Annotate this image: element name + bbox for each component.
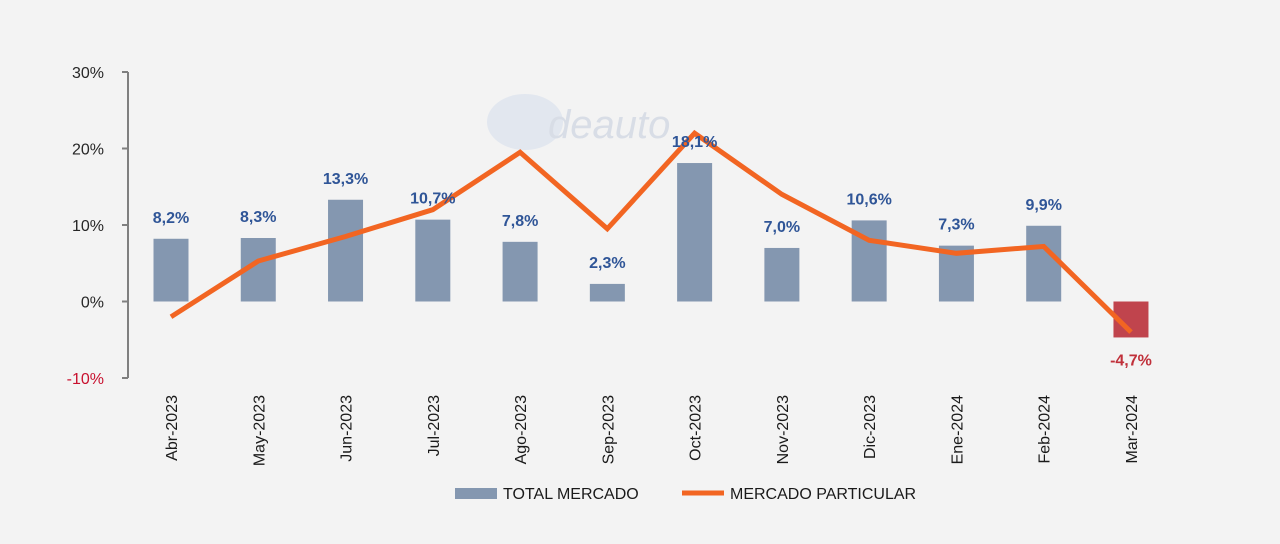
- x-tick-label: May-2023: [251, 395, 268, 466]
- y-tick-label: -10%: [67, 371, 104, 388]
- data-label: 13,3%: [323, 171, 368, 188]
- legend: TOTAL MERCADO MERCADO PARTICULAR: [455, 486, 916, 503]
- y-axis: 30% 20% 10% 0% -10%: [67, 65, 129, 388]
- bar: [1026, 225, 1062, 302]
- data-label: 10,7%: [410, 191, 455, 208]
- bar: [153, 238, 189, 302]
- bar: [589, 283, 625, 302]
- watermark-text: deauto: [548, 103, 670, 147]
- data-label: 10,6%: [846, 191, 891, 208]
- x-tick-label: Oct-2023: [688, 395, 705, 461]
- legend-swatch-total-mercado: [455, 488, 497, 499]
- x-tick-label: Jun-2023: [339, 395, 356, 462]
- data-label: -4,7%: [1110, 352, 1152, 369]
- bar: [415, 219, 451, 302]
- y-tick-label: 30%: [72, 65, 104, 82]
- data-label: 7,0%: [764, 219, 800, 236]
- data-label: 7,8%: [502, 213, 538, 230]
- y-tick-label: 20%: [72, 142, 104, 159]
- x-tick-label: Nov-2023: [775, 395, 792, 464]
- legend-label-mercado-particular: MERCADO PARTICULAR: [730, 486, 916, 503]
- watermark-logo: deauto: [487, 94, 670, 150]
- legend-label-total-mercado: TOTAL MERCADO: [503, 486, 639, 503]
- x-tick-label: Jul-2023: [426, 395, 443, 456]
- data-label: 9,9%: [1025, 197, 1061, 214]
- y-tick-label: 0%: [81, 295, 104, 312]
- x-tick-label: Dic-2023: [862, 395, 879, 459]
- bar: [764, 247, 800, 302]
- data-label: 18,1%: [672, 134, 717, 151]
- data-label: 8,2%: [153, 210, 189, 227]
- series-line: [169, 129, 1133, 334]
- data-label: 8,3%: [240, 209, 276, 226]
- watermark-globe: [487, 94, 563, 150]
- y-tick-label: 10%: [72, 218, 104, 235]
- data-label: 2,3%: [589, 255, 625, 272]
- x-tick-label: Ene-2024: [949, 395, 966, 464]
- x-tick-label: Ago-2023: [513, 395, 530, 464]
- bar: [502, 241, 538, 302]
- bar: [328, 199, 364, 302]
- data-labels: 8,2% 8,3% 13,3% 10,7% 7,8% 2,3% 18,1% 7,0% 10,6%…: [153, 134, 1152, 369]
- x-axis: Abr-2023 May-2023 Jun-2023 Jul-2023 Ago-2023…: [164, 395, 1141, 466]
- line-series-mercado-particular: [169, 129, 1133, 334]
- x-tick-label: Mar-2024: [1124, 395, 1141, 464]
- x-tick-label: Abr-2023: [164, 395, 181, 461]
- x-tick-label: Feb-2024: [1037, 395, 1054, 464]
- bar: [677, 163, 713, 302]
- data-label: 7,3%: [938, 217, 974, 234]
- x-tick-label: Sep-2023: [600, 395, 617, 464]
